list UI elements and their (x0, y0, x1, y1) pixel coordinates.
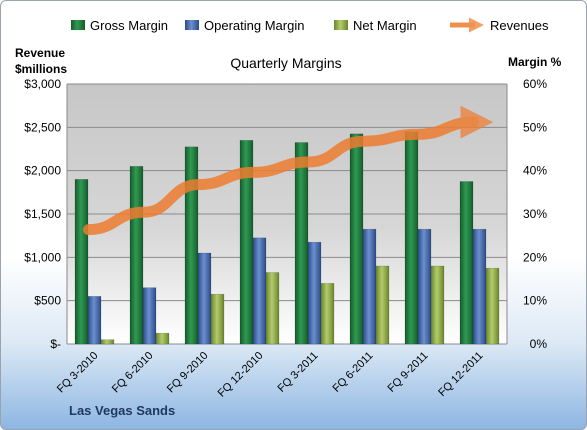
bars-group (74, 131, 500, 345)
bar-operating-margin (87, 296, 102, 345)
bar-operating-margin (362, 228, 377, 345)
y-tick-right-label: 30% (523, 207, 547, 221)
bar-operating-margin (307, 241, 322, 345)
y-ticks-left: $- $500 $1,000 $1,500 $2,000 $2,500 $3,000 (24, 77, 61, 351)
legend: Gross Margin Operating Margin Net Margin… (71, 17, 549, 33)
y-tick-left-label: $2,000 (24, 164, 61, 178)
bar-gross-margin (404, 131, 419, 345)
bar-operating-margin (472, 228, 487, 345)
revenue-line-group (83, 105, 494, 236)
legend-swatch-operating-margin (185, 20, 199, 30)
bar-gross-margin (349, 133, 364, 345)
bar-operating-margin (252, 237, 267, 345)
x-tick-label: FQ 12-2010 (216, 350, 266, 400)
y-tick-right-label: 40% (523, 164, 547, 178)
x-tick-label: FQ 9-2010 (165, 350, 211, 396)
legend-label-net-margin: Net Margin (353, 18, 417, 33)
x-tick-label: FQ 12-2011 (436, 350, 485, 399)
bar-net-margin (375, 265, 390, 345)
y-tick-right-label: 60% (523, 77, 547, 91)
bar-net-margin (155, 332, 170, 345)
chart-title: Quarterly Margins (230, 55, 341, 71)
y-tick-left-label: $- (50, 337, 61, 351)
revenue-line (83, 105, 494, 236)
bar-net-margin (100, 339, 115, 345)
bar-net-margin (485, 267, 500, 345)
bar-net-margin (320, 283, 335, 345)
bar-gross-margin (294, 142, 309, 345)
y-axis-left-title-line1: Revenue (15, 46, 65, 60)
y-tick-left-label: $2,500 (24, 120, 61, 134)
y-ticks-right: 0% 10% 20% 30% 40% 50% 60% (523, 77, 547, 351)
y-tick-right-label: 50% (523, 120, 547, 134)
y-tick-left-label: $500 (34, 294, 61, 308)
company-name: Las Vegas Sands (69, 403, 176, 418)
bar-gross-margin (129, 166, 144, 345)
bar-operating-margin (142, 287, 157, 345)
x-tick-label: FQ 3-2011 (276, 350, 321, 395)
x-ticks: FQ 3-2010 FQ 6-2010 FQ 9-2010 FQ 12-2010 FQ … (55, 350, 486, 400)
x-tick-label: FQ 9-2011 (386, 350, 431, 395)
y-tick-right-label: 0% (530, 337, 548, 351)
legend-label-revenues: Revenues (490, 18, 549, 33)
y-axis-right-title: Margin % (508, 55, 562, 69)
bar-gross-margin (184, 146, 199, 345)
x-tick-label: FQ 6-2010 (110, 350, 156, 396)
y-axis-left-title-line2: $millions (15, 62, 67, 76)
bar-gross-margin (74, 179, 89, 345)
legend-swatch-net-margin (334, 20, 348, 30)
bar-gross-margin (459, 181, 474, 345)
bar-operating-margin (197, 252, 212, 345)
bar-net-margin (210, 293, 225, 345)
x-tick-label: FQ 6-2011 (331, 350, 376, 395)
y-tick-left-label: $1,000 (24, 250, 61, 264)
y-tick-left-label: $1,500 (24, 207, 61, 221)
y-tick-left-label: $3,000 (24, 77, 61, 91)
bar-operating-margin (417, 228, 432, 345)
legend-label-operating-margin: Operating Margin (204, 18, 304, 33)
y-tick-right-label: 20% (523, 250, 547, 264)
bar-net-margin (430, 265, 445, 345)
legend-label-gross-margin: Gross Margin (90, 18, 168, 33)
y-tick-right-label: 10% (523, 294, 547, 308)
bar-net-margin (265, 272, 280, 345)
legend-swatch-gross-margin (71, 20, 85, 30)
x-tick-label: FQ 3-2010 (55, 350, 101, 396)
